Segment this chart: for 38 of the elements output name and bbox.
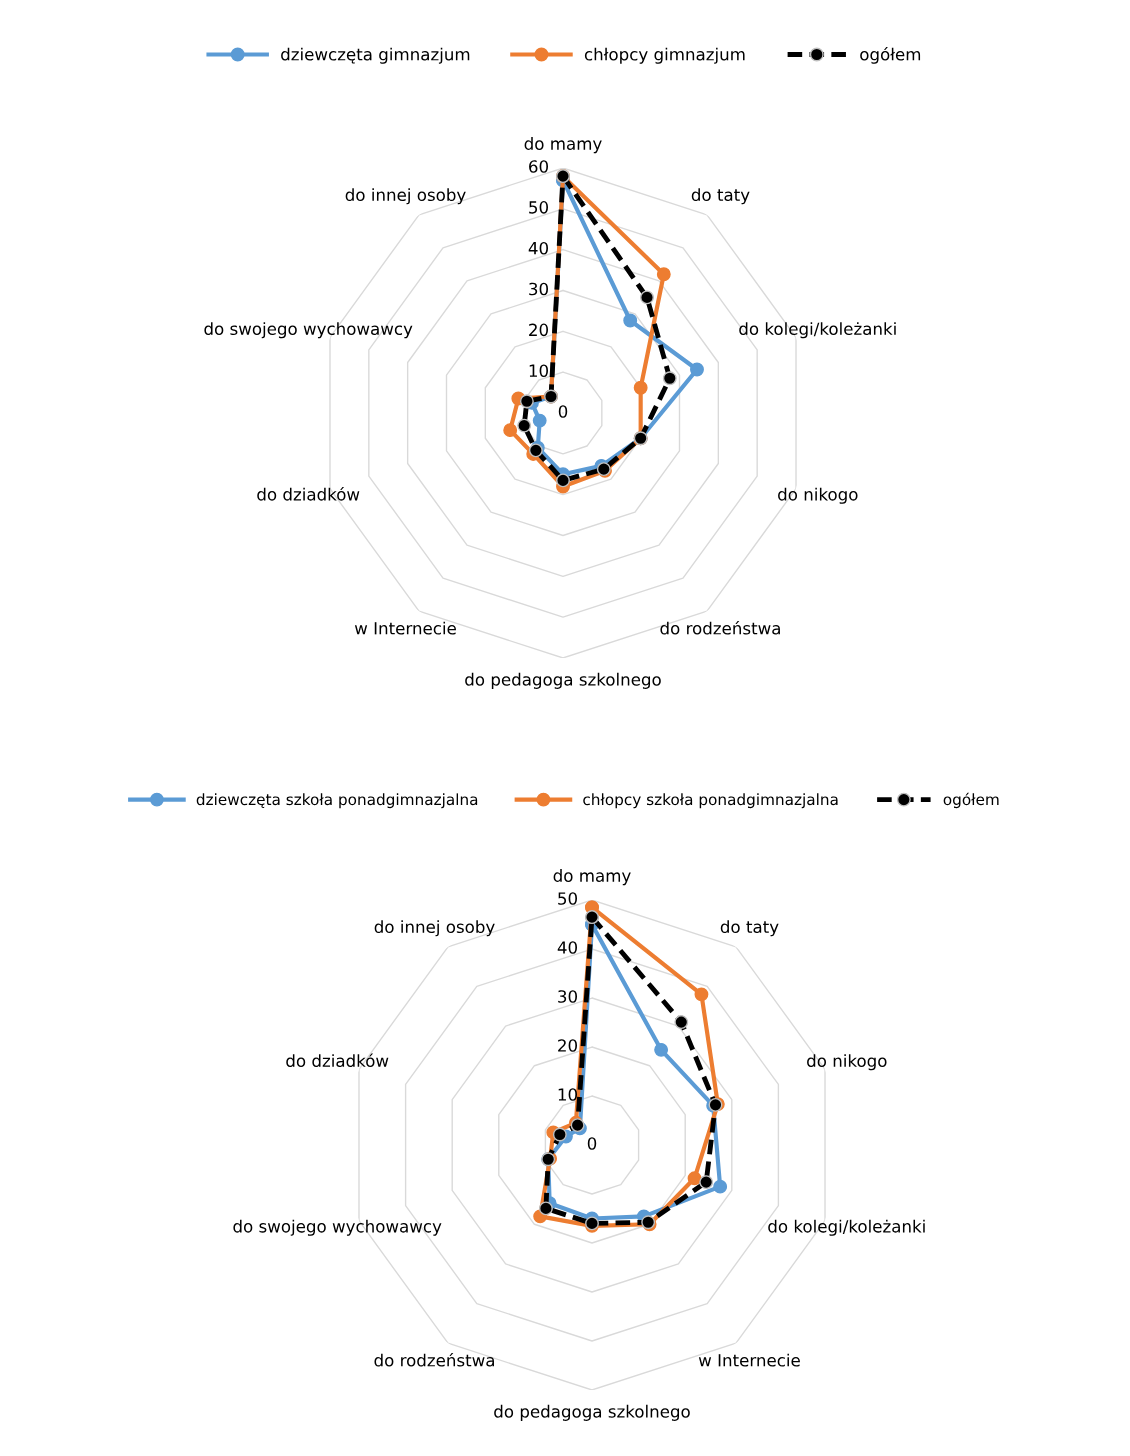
spoke-label: do taty (720, 920, 779, 937)
spoke-label: do rodzeństwa (374, 1353, 494, 1367)
y-tick-label: 20 (529, 323, 548, 337)
spoke-label: do pedagoga szkolnego (465, 672, 661, 689)
legend-label: chłopcy szkoła ponadgimnazjalna (583, 793, 838, 809)
spoke-label: do mamy (524, 137, 602, 154)
spoke-label: do kolegi/koleżanki (739, 322, 896, 339)
spoke-label: do swojego wychowawcy (233, 1219, 442, 1236)
spoke-label: do nikogo (778, 487, 858, 504)
y-tick-label: 60 (529, 160, 548, 173)
spoke-label: do nikogo (807, 1054, 887, 1071)
spoke-label: do dziadków (257, 487, 360, 501)
spoke-label: w Internecie (698, 1353, 800, 1367)
spoke-label: do pedagoga szkolnego (494, 1404, 690, 1421)
y-tick-label: 30 (529, 282, 548, 296)
spoke-label: do dziadków (286, 1053, 389, 1068)
y-tick-label: 20 (558, 1039, 577, 1052)
y-tick-label: 40 (557, 941, 577, 954)
y-tick-label: 50 (558, 892, 577, 905)
y-tick-label: 30 (558, 990, 577, 1003)
legend-label: dziewczęta gimnazjum (281, 47, 470, 64)
legend-label: dziewczęta szkoła ponadgimnazjalna (196, 793, 478, 809)
legend-label: chłopcy gimnazjum (584, 47, 745, 64)
y-tick-label: 0 (558, 405, 568, 418)
spoke-label: do rodzeństwa (660, 621, 780, 635)
spoke-label: do innej osoby (345, 188, 466, 205)
spoke-label: do kolegi/koleżanki (768, 1219, 925, 1236)
spoke-label: do mamy (553, 869, 631, 886)
spoke-label: do innej osoby (374, 920, 495, 937)
y-tick-label: 10 (529, 364, 548, 377)
legend-label: ogółem (860, 47, 921, 64)
spoke-label: do swojego wychowawcy (204, 322, 413, 339)
spoke-label: w Internecie (354, 621, 456, 635)
spoke-label: do taty (691, 188, 750, 205)
y-tick-label: 40 (528, 241, 548, 255)
legend-label: ogółem (943, 792, 999, 809)
y-tick-label: 50 (529, 201, 548, 214)
y-tick-label: 0 (587, 1137, 597, 1150)
